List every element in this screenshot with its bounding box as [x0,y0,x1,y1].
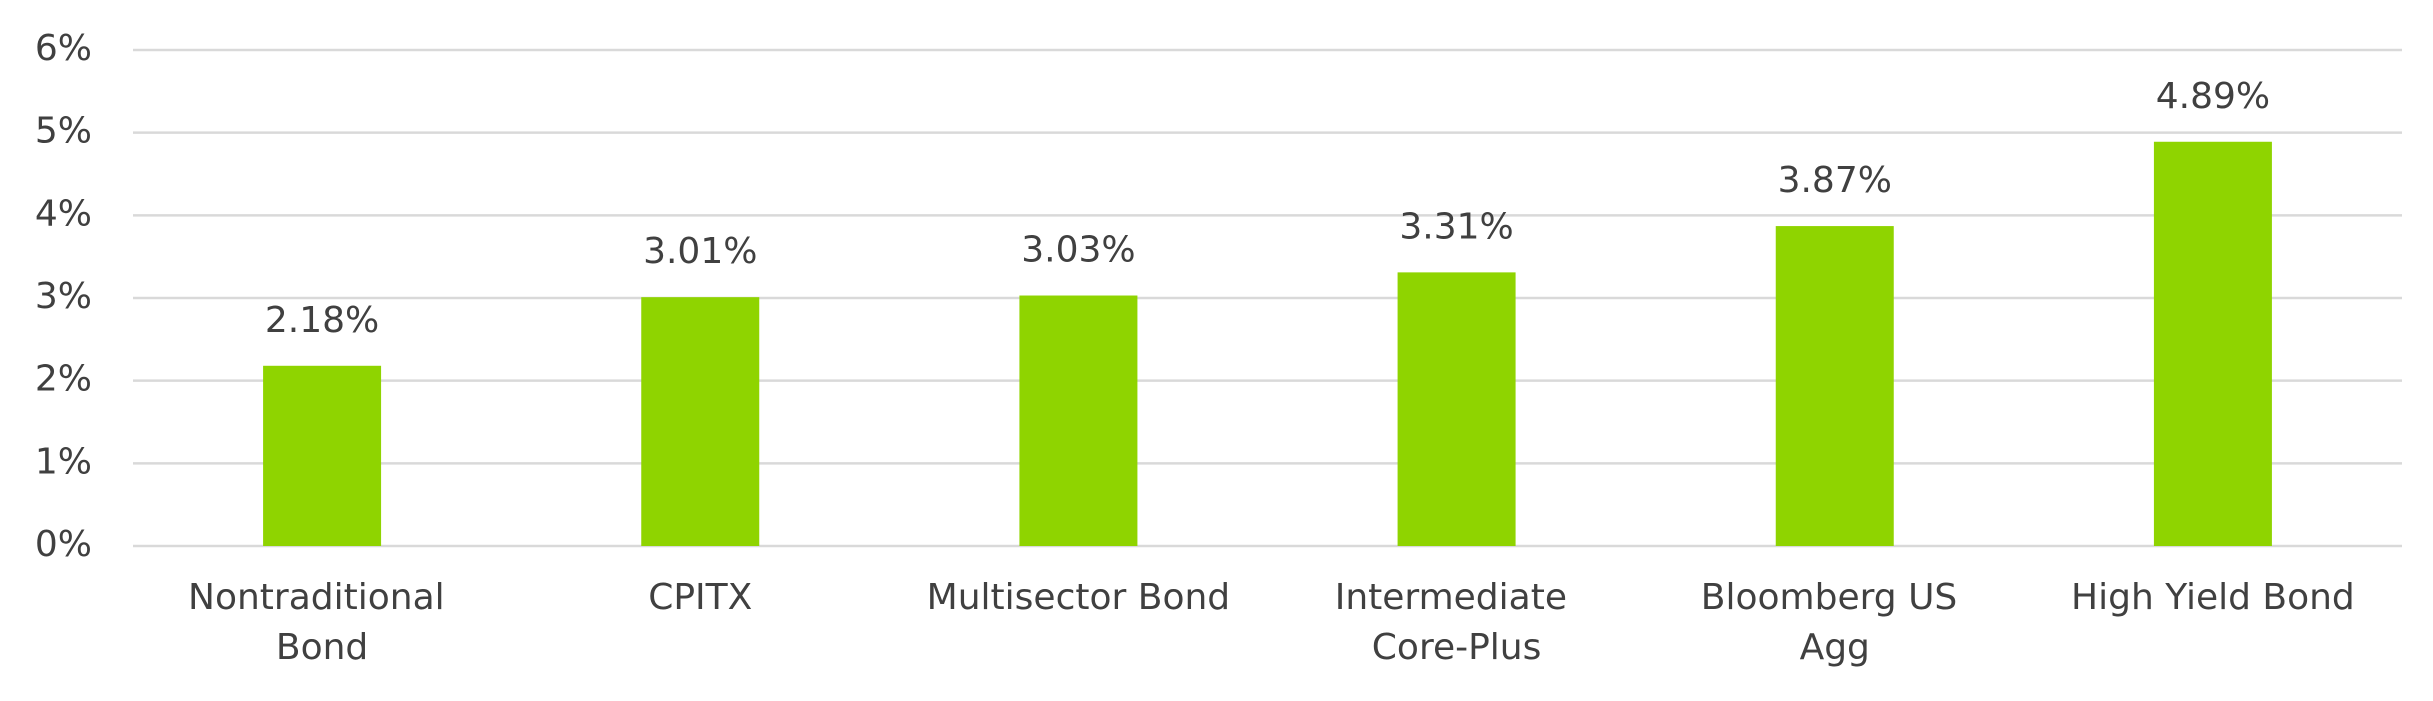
y-tick-label: 0% [35,524,92,565]
bar [1019,295,1138,546]
data-label: 2.18% [265,300,379,341]
bar [1775,226,1894,546]
data-label: 3.03% [1021,230,1135,271]
x-tick-label: CPITX [648,577,752,618]
bar [641,297,760,546]
x-tick-label: Nontraditional Bond [188,577,456,668]
data-label: 3.01% [643,231,757,272]
data-label: 3.87% [1778,160,1892,201]
y-tick-label: 6% [35,28,92,69]
x-tick-label: Intermediate Core-Plus [1335,577,1579,668]
y-tick-label: 4% [35,193,92,234]
bar [263,365,382,546]
y-tick-label: 3% [35,276,92,317]
data-label: 4.89% [2156,76,2270,117]
bar [1397,272,1516,546]
x-tick-label: Multisector Bond [927,577,1230,618]
bar [2153,141,2272,546]
y-tick-label: 2% [35,359,92,400]
x-tick-label: High Yield Bond [2071,577,2355,618]
data-label: 3.31% [1399,206,1513,247]
y-tick-label: 1% [35,441,92,482]
x-tick-label: Bloomberg US Agg [1701,577,1969,668]
y-tick-label: 5% [35,111,92,152]
